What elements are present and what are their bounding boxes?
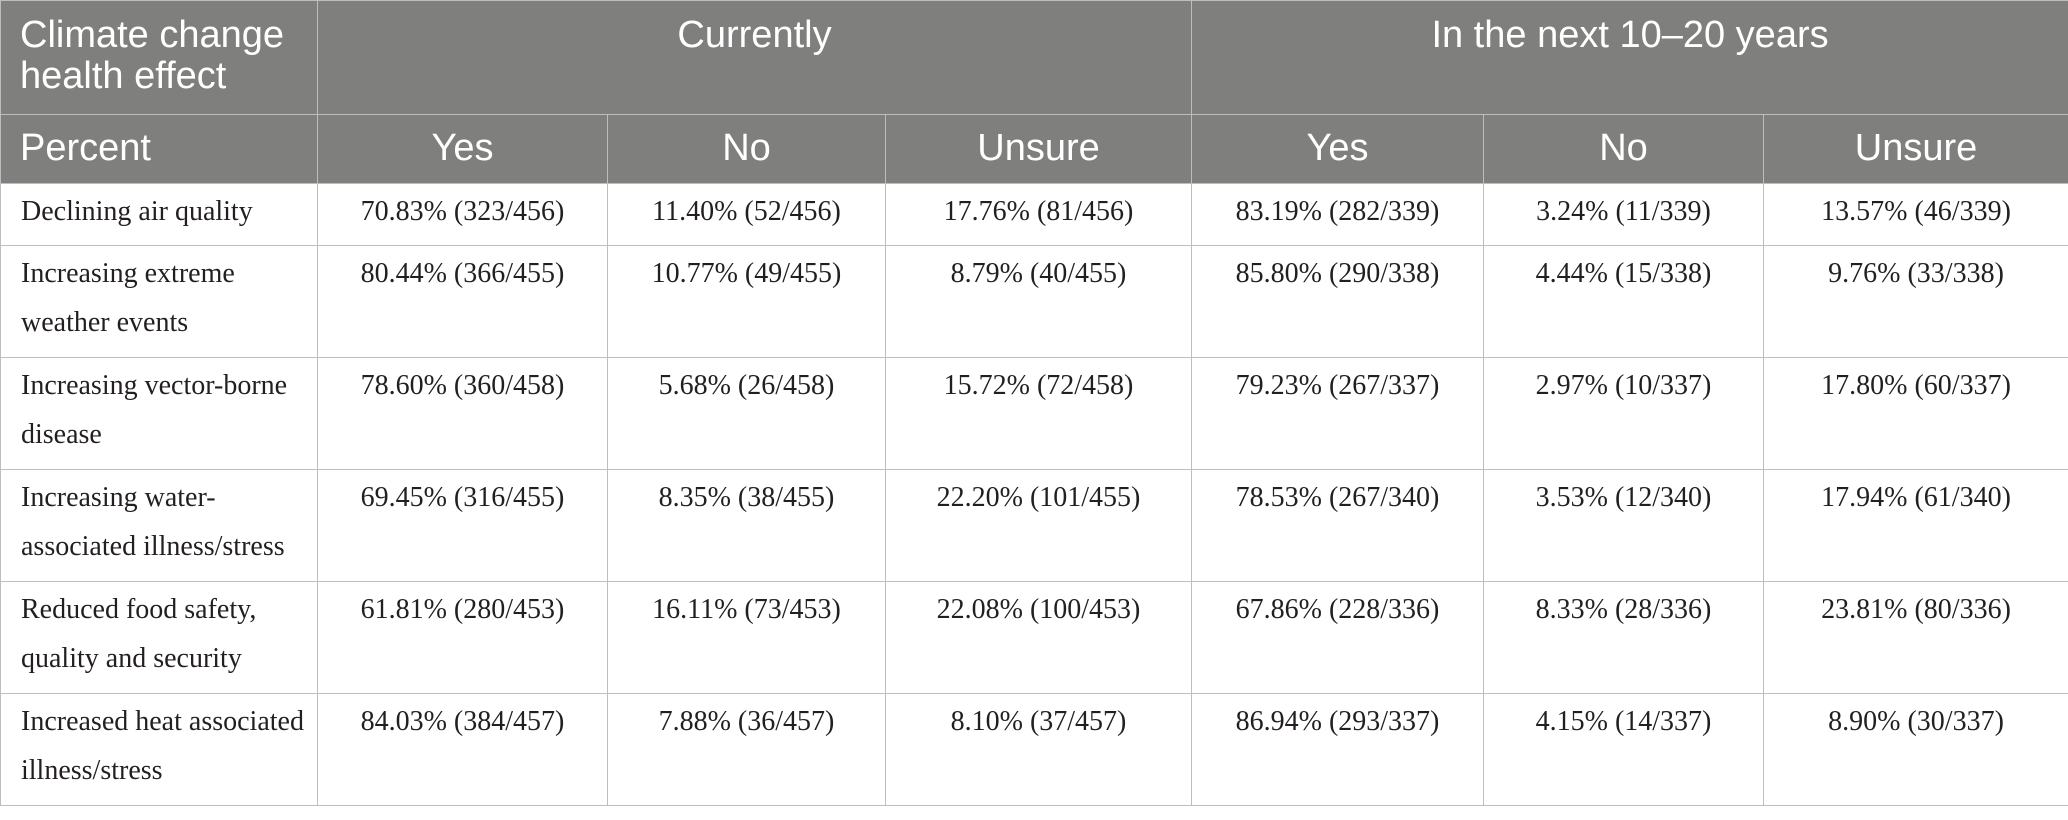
effect-cell: Increased heat associated illness/stress (0, 693, 318, 806)
header-future-yes: Yes (1191, 114, 1485, 184)
header-future-unsure: Unsure (1763, 114, 2068, 184)
current-no-cell: 5.68% (26/458) (607, 357, 886, 470)
table-row: Increasing vector-borne disease 78.60% (… (0, 357, 2068, 470)
current-yes-cell: 78.60% (360/458) (317, 357, 608, 470)
future-yes-cell: 79.23% (267/337) (1191, 357, 1485, 470)
table-row: Increasing extreme weather events 80.44%… (0, 245, 2068, 358)
table-body: Declining air quality 70.83% (323/456) 1… (0, 183, 2068, 806)
effect-cell: Declining air quality (0, 183, 318, 246)
future-unsure-cell: 23.81% (80/336) (1763, 581, 2068, 694)
header-current-unsure: Unsure (884, 114, 1193, 184)
current-unsure-cell: 8.10% (37/457) (884, 693, 1193, 806)
current-yes-cell: 61.81% (280/453) (317, 581, 608, 694)
header-current-yes: Yes (317, 114, 608, 184)
table-row: Declining air quality 70.83% (323/456) 1… (0, 183, 2068, 246)
current-no-cell: 7.88% (36/457) (607, 693, 886, 806)
current-no-cell: 10.77% (49/455) (607, 245, 886, 358)
future-no-cell: 8.33% (28/336) (1483, 581, 1765, 694)
effect-cell: Increasing vector-borne disease (0, 357, 318, 470)
table-header: Climate change health effect Currently I… (0, 0, 2068, 184)
current-no-cell: 8.35% (38/455) (607, 469, 886, 582)
current-unsure-cell: 15.72% (72/458) (884, 357, 1193, 470)
future-no-cell: 2.97% (10/337) (1483, 357, 1765, 470)
future-unsure-cell: 9.76% (33/338) (1763, 245, 2068, 358)
future-no-cell: 4.15% (14/337) (1483, 693, 1765, 806)
current-unsure-cell: 17.76% (81/456) (884, 183, 1193, 246)
future-unsure-cell: 17.94% (61/340) (1763, 469, 2068, 582)
header-group-currently: Currently (316, 0, 1193, 115)
future-no-cell: 4.44% (15/338) (1483, 245, 1765, 358)
current-unsure-cell: 22.08% (100/453) (884, 581, 1193, 694)
current-unsure-cell: 8.79% (40/455) (884, 245, 1193, 358)
header-current-no: No (607, 114, 886, 184)
current-yes-cell: 69.45% (316/455) (317, 469, 608, 582)
current-unsure-cell: 22.20% (101/455) (884, 469, 1193, 582)
header-group-future: In the next 10–20 years (1191, 0, 2068, 115)
future-yes-cell: 78.53% (267/340) (1191, 469, 1485, 582)
header-percent: Percent (0, 114, 318, 184)
future-no-cell: 3.53% (12/340) (1483, 469, 1765, 582)
current-yes-cell: 70.83% (323/456) (317, 183, 608, 246)
table-row: Increasing water-associated illness/stre… (0, 469, 2068, 582)
effect-cell: Increasing water-associated illness/stre… (0, 469, 318, 582)
header-group-row: Climate change health effect Currently I… (0, 0, 2068, 115)
effect-cell: Increasing extreme weather events (0, 245, 318, 358)
current-yes-cell: 84.03% (384/457) (317, 693, 608, 806)
future-unsure-cell: 8.90% (30/337) (1763, 693, 2068, 806)
future-yes-cell: 83.19% (282/339) (1191, 183, 1485, 246)
future-yes-cell: 67.86% (228/336) (1191, 581, 1485, 694)
current-no-cell: 16.11% (73/453) (607, 581, 886, 694)
table-row: Reduced food safety, quality and securit… (0, 581, 2068, 694)
future-yes-cell: 86.94% (293/337) (1191, 693, 1485, 806)
current-yes-cell: 80.44% (366/455) (317, 245, 608, 358)
table-row: Increased heat associated illness/stress… (0, 693, 2068, 806)
future-unsure-cell: 17.80% (60/337) (1763, 357, 2068, 470)
current-no-cell: 11.40% (52/456) (607, 183, 886, 246)
header-effect: Climate change health effect (0, 0, 318, 115)
future-yes-cell: 85.80% (290/338) (1191, 245, 1485, 358)
future-unsure-cell: 13.57% (46/339) (1763, 183, 2068, 246)
future-no-cell: 3.24% (11/339) (1483, 183, 1765, 246)
header-sub-row: Percent Yes No Unsure Yes No Unsure (0, 114, 2068, 184)
effect-cell: Reduced food safety, quality and securit… (0, 581, 318, 694)
header-future-no: No (1483, 114, 1765, 184)
